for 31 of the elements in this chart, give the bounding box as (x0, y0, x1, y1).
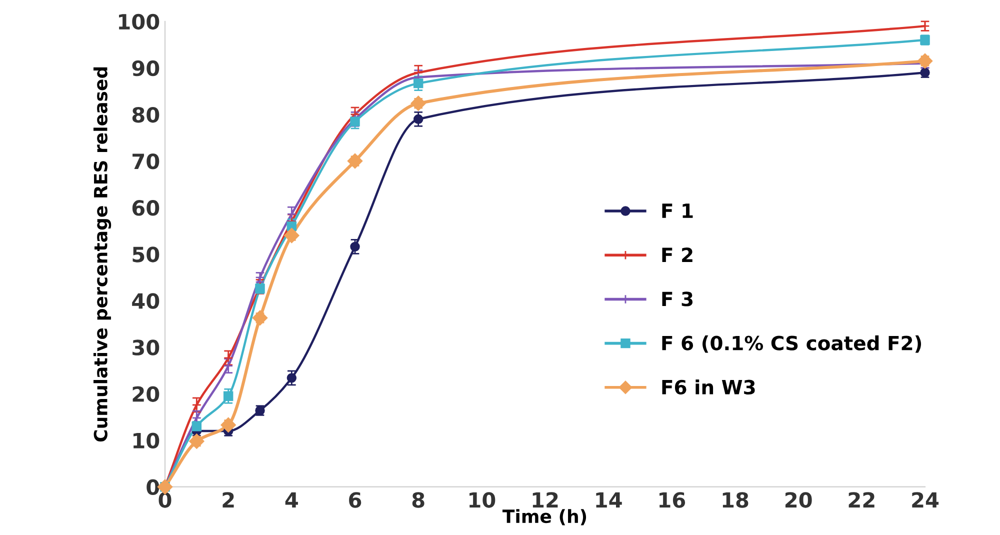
x-tick-label: 18 (722, 492, 748, 508)
x-tick-label: 20 (785, 492, 812, 508)
y-tick-label: 100 (119, 14, 160, 30)
x-tick-label: 4 (285, 492, 298, 508)
legend-label: F 3 (662, 292, 693, 306)
x-tick-label: 8 (412, 492, 424, 508)
legend-label: F6 in W3 (662, 379, 755, 395)
x-tick-label: 12 (532, 492, 558, 508)
y-tick-label: 70 (132, 153, 160, 170)
y-tick-label: 10 (134, 432, 160, 449)
x-tick-label: 24 (912, 492, 939, 508)
x-tick-label: 6 (349, 492, 362, 508)
x-tick-label: 22 (848, 492, 874, 508)
y-tick-label: 30 (132, 340, 160, 356)
y-tick-label: 50 (132, 246, 160, 262)
y-tick-label: 90 (132, 60, 160, 76)
x-tick-label: 14 (596, 492, 622, 508)
x-tick-label: 10 (470, 492, 496, 508)
legend-label: F 2 (662, 248, 692, 262)
legend-label: F 6 (0.1% CS coated F2) (662, 335, 922, 353)
x-axis-title: Time (h) (502, 509, 586, 526)
x-tick-label: 0 (158, 492, 172, 508)
y-tick-label: 0 (146, 479, 160, 496)
y-axis-title: Cumulative percentage RES released (93, 67, 112, 442)
x-tick-label: 16 (660, 492, 686, 508)
y-tick-label: 40 (132, 293, 160, 309)
y-tick-label: 80 (132, 106, 160, 123)
y-tick-label: 20 (132, 386, 160, 402)
y-tick-label: 60 (132, 200, 160, 216)
x-tick-label: 2 (222, 492, 234, 508)
legend-label: F 1 (662, 204, 693, 218)
